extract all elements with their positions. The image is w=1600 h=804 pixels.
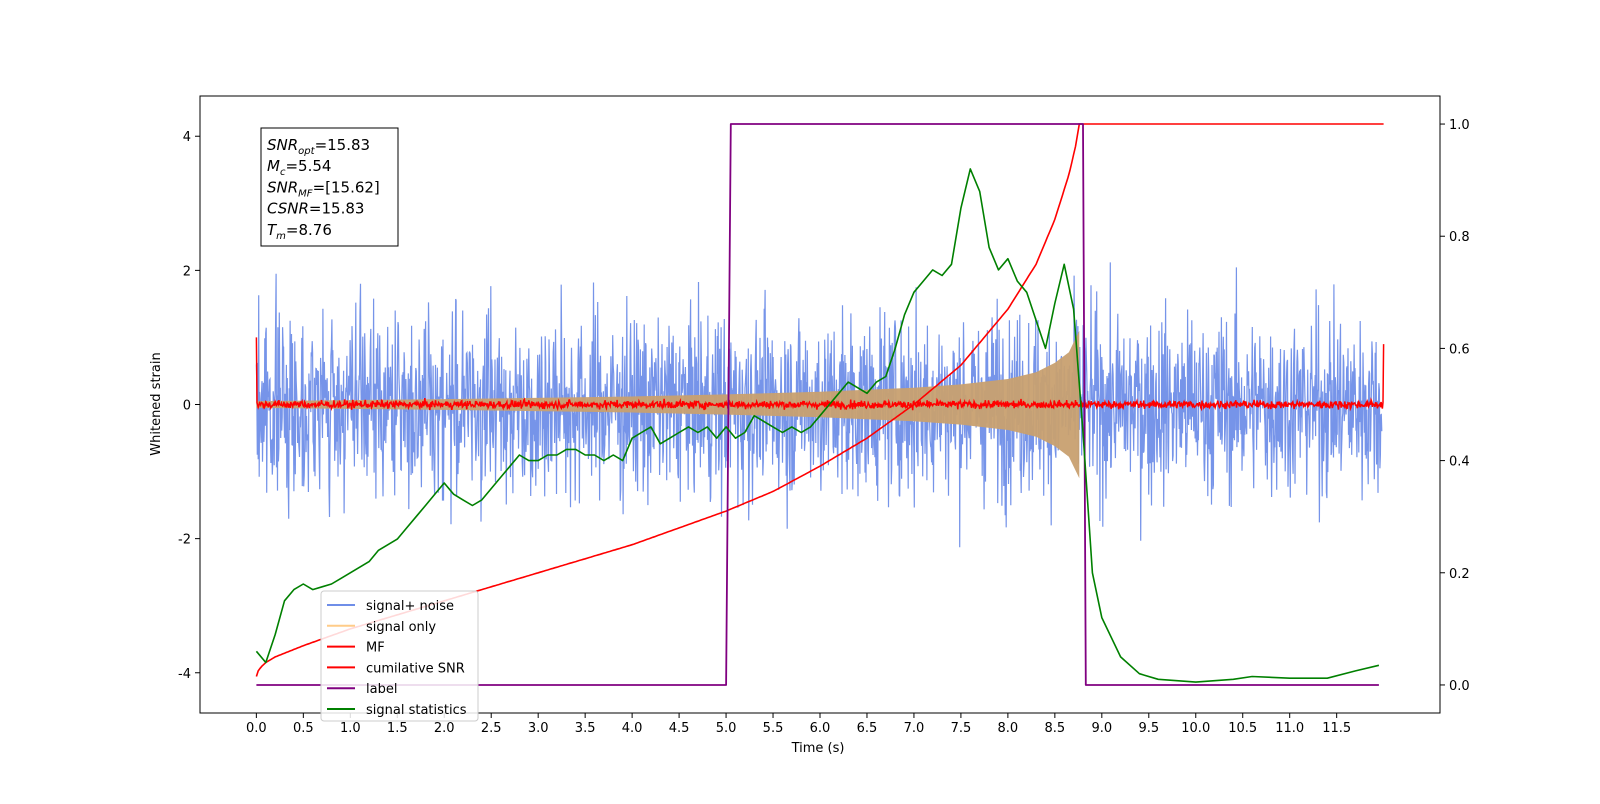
- x-tick-label: 9.5: [1138, 721, 1159, 736]
- info-line: SNRMF=[15.62]: [267, 178, 380, 199]
- y-right-tick-label: 0.2: [1449, 567, 1470, 582]
- y-right-tick-label: 0.6: [1449, 342, 1470, 357]
- info-symbol: T: [267, 221, 278, 239]
- x-tick-label: 1.5: [387, 721, 408, 736]
- legend: signal+ noise signal only MF cumilative SNR…: [320, 590, 479, 722]
- y-axis-left: -4 -2 0 2 4: [178, 130, 200, 682]
- info-box: SNRopt=15.83Mc=5.54SNRMF=[15.62]CSNR=15.…: [260, 127, 399, 247]
- x-tick-label: 11.0: [1275, 721, 1304, 736]
- y-right-tick-label: 1.0: [1449, 118, 1470, 133]
- series-signal-statistics: [255, 168, 1380, 683]
- legend-label: label: [366, 682, 397, 697]
- y-left-tick-label: 2: [183, 264, 191, 279]
- x-tick-label: 2.5: [481, 721, 502, 736]
- x-tick-label: 5.5: [763, 721, 784, 736]
- series-mf: [255, 337, 1385, 412]
- x-tick-label: 4.0: [622, 721, 643, 736]
- x-tick-label: 0.5: [293, 721, 314, 736]
- x-axis: 0.0 0.5 1.0 1.5 2.0 2.5 3.0 3.5 4.0 4.5 5.0 5.5 6.0 6…: [246, 713, 1351, 736]
- x-tick-label: 7.5: [951, 721, 972, 736]
- y-left-tick-label: -2: [178, 533, 191, 548]
- y-left-tick-label: 0: [183, 399, 191, 414]
- info-line: Tm=8.76: [267, 221, 332, 242]
- x-tick-label: 0.0: [246, 721, 267, 736]
- info-subscript: opt: [298, 146, 315, 157]
- x-tick-label: 10.0: [1181, 721, 1210, 736]
- y-axis-label-left: Whitened strain: [149, 352, 164, 455]
- info-line: SNRopt=15.83: [267, 136, 370, 157]
- info-symbol: CSNR: [267, 200, 309, 218]
- x-tick-label: 8.0: [998, 721, 1019, 736]
- info-value: =5.54: [285, 157, 331, 175]
- x-tick-label: 3.5: [575, 721, 596, 736]
- x-tick-label: 3.0: [528, 721, 549, 736]
- x-tick-label: 9.0: [1091, 721, 1112, 736]
- info-symbol: SNR: [267, 136, 298, 154]
- x-tick-label: 1.0: [340, 721, 361, 736]
- x-axis-label: Time (s): [791, 741, 845, 756]
- legend-frame: [320, 590, 479, 722]
- y-right-tick-label: 0.8: [1449, 230, 1470, 245]
- legend-label: MF: [366, 641, 385, 656]
- series-label: [256, 123, 1379, 686]
- x-tick-label: 11.5: [1322, 721, 1351, 736]
- info-subscript: c: [280, 167, 286, 178]
- info-value: =[15.62]: [313, 178, 380, 196]
- y-right-tick-label: 0.0: [1449, 679, 1470, 694]
- y-left-tick-label: 4: [183, 130, 191, 145]
- y-left-tick-label: -4: [178, 667, 191, 682]
- x-tick-label: 5.0: [716, 721, 737, 736]
- info-value: =15.83: [309, 200, 365, 218]
- info-box-frame: [260, 127, 399, 247]
- legend-label: signal statistics: [366, 703, 467, 718]
- y-right-tick-label: 0.4: [1449, 455, 1470, 470]
- x-tick-label: 7.0: [904, 721, 925, 736]
- legend-label: signal only: [366, 620, 436, 635]
- x-tick-label: 2.0: [434, 721, 455, 736]
- info-value: =15.83: [315, 136, 371, 154]
- info-symbol: SNR: [267, 178, 298, 196]
- x-tick-label: 6.0: [810, 721, 831, 736]
- legend-label: signal+ noise: [366, 599, 454, 614]
- x-tick-label: 10.5: [1228, 721, 1257, 736]
- info-subscript: MF: [298, 188, 313, 199]
- x-tick-label: 6.5: [857, 721, 878, 736]
- info-line: CSNR=15.83: [267, 200, 364, 218]
- x-tick-label: 4.5: [669, 721, 690, 736]
- info-symbol: M: [267, 157, 280, 175]
- info-subscript: m: [276, 231, 286, 242]
- info-line: Mc=5.54: [267, 157, 331, 178]
- info-value: =8.76: [286, 221, 332, 239]
- y-axis-right: 0.0 0.2 0.4 0.6 0.8 1.0: [1440, 118, 1470, 694]
- legend-label: cumilative SNR: [366, 661, 465, 676]
- x-tick-label: 8.5: [1045, 721, 1066, 736]
